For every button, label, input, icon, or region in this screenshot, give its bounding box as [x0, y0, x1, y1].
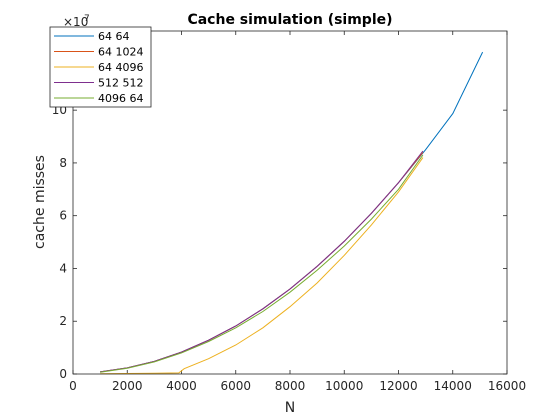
y-axis-label: cache misses	[32, 155, 48, 249]
series-line-5	[100, 154, 424, 373]
x-tick-label: 16000	[488, 379, 526, 393]
x-axis-ticks: 0 2000 4000 6000 8000 10000 12000 14000 16000	[69, 31, 526, 393]
x-tick-label: 0	[69, 379, 77, 393]
y-tick-label: 4	[59, 261, 67, 275]
y-tick-label: 8	[59, 156, 67, 170]
series-line-3	[100, 157, 424, 375]
legend: 64 64 64 1024 64 4096 512 512 4096 64	[49, 26, 152, 108]
x-tick-label: 14000	[434, 379, 472, 393]
x-tick-label: 6000	[220, 379, 251, 393]
legend-label-3: 64 4096	[98, 61, 144, 74]
y-exponent-base: ×10	[63, 15, 88, 29]
series-lines	[100, 51, 484, 375]
chart-title: Cache simulation (simple)	[187, 12, 392, 28]
legend-label-1: 64 64	[98, 30, 130, 43]
y-tick-label: 6	[59, 209, 67, 223]
plot-frame	[72, 30, 508, 375]
x-tick-label: 2000	[112, 379, 143, 393]
x-tick-label: 12000	[379, 379, 417, 393]
y-exponent-power: 7	[84, 14, 90, 24]
x-tick-label: 8000	[275, 379, 306, 393]
y-exponent-label: ×10 7	[63, 14, 90, 29]
legend-items: 64 64 64 1024 64 4096 512 512 4096 64	[54, 30, 144, 105]
y-tick-label: 0	[59, 367, 67, 381]
x-axis-label: N	[285, 400, 295, 416]
legend-label-2: 64 1024	[98, 46, 144, 59]
series-line-4	[100, 150, 424, 373]
x-tick-label: 4000	[166, 379, 197, 393]
x-tick-label: 10000	[325, 379, 363, 393]
legend-label-4: 512 512	[98, 77, 144, 90]
y-tick-label: 2	[59, 314, 67, 328]
legend-label-5: 4096 64	[98, 92, 144, 105]
